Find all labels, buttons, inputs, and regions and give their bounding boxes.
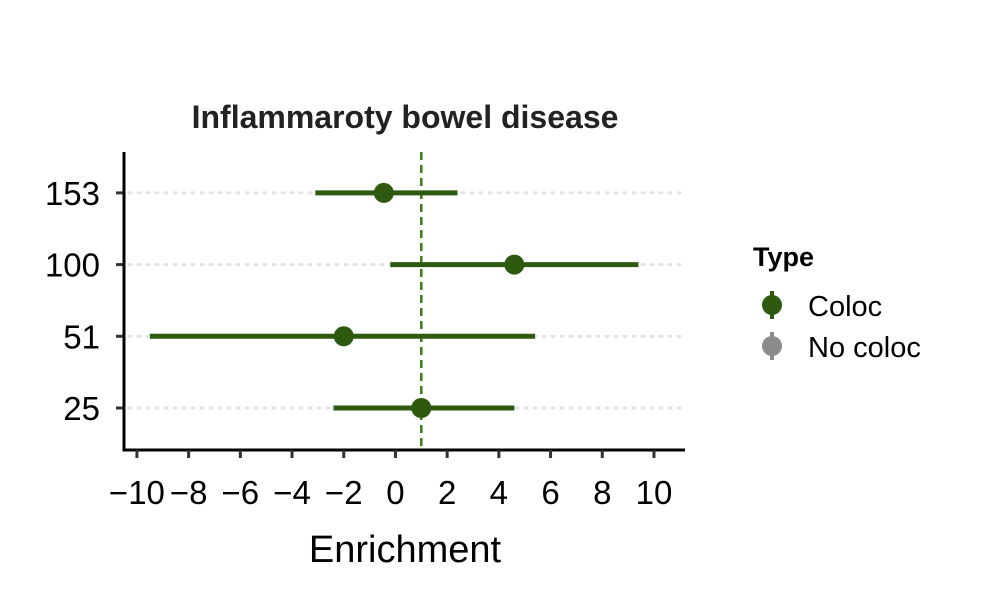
point-51 [333,326,354,347]
y-tick-label: 100 [45,247,100,284]
x-tick-label: −6 [222,474,260,511]
point-25 [411,398,432,418]
x-tick-label: 6 [541,474,559,511]
point-100 [504,254,525,275]
x-axis-label: Enrichment [309,529,502,571]
x-tick-label: −10 [109,474,165,511]
x-tick-label: −4 [273,474,311,511]
x-tick-label: 4 [490,474,508,511]
y-tick-label: 153 [45,175,100,212]
legend-label: Coloc [808,291,882,323]
x-tick-label: 8 [593,474,611,511]
point-153 [373,182,394,203]
y-tick-label: 25 [63,390,100,427]
chart-title: Inflammaroty bowel disease [192,99,619,135]
x-tick-label: 0 [386,474,404,511]
legend: Type Coloc No coloc [753,242,921,364]
x-tick-label: −8 [170,474,208,511]
legend-key-point [762,336,782,356]
legend-label: No coloc [808,332,921,364]
legend-key-point [762,295,782,315]
x-tick-label: 2 [438,474,456,511]
x-tick-label: 10 [636,474,673,511]
legend-title: Type [753,242,814,272]
y-tick-label: 51 [63,318,100,355]
x-tick-label: −2 [325,474,363,511]
